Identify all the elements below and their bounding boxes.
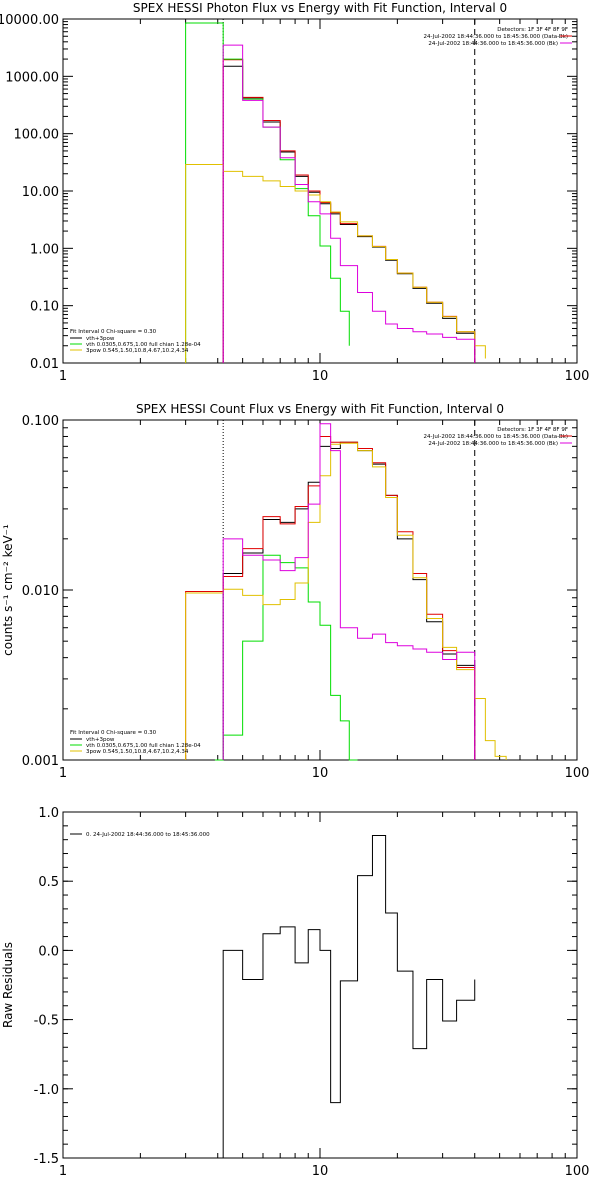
residuals-axes: 1 10 100 -1.5 -1.0 -0.5 0.0 0.5 1.0: [34, 806, 590, 1179]
y-tick-label: 100.00: [14, 128, 60, 143]
count-flux-series: [185, 423, 507, 761]
residuals-panel: Raw Residuals 1 10 100 -1.5 -1.0 -0.5 0.0 0.5 1.…: [1, 806, 589, 1179]
series-0.: [222, 835, 476, 1158]
detectors-label: Detectors: 1F 3F 4F 8F 9F: [497, 27, 568, 33]
y-tick-label: 1.0: [38, 806, 59, 821]
y-tick-label: 0.0: [38, 944, 59, 959]
series-curve-1: [185, 435, 476, 760]
fit-interval-label: Fit Interval 0 Chi-square = 0.30: [70, 329, 157, 335]
x-tick-label: 1: [59, 369, 67, 384]
x-tick-label: 1: [59, 766, 67, 781]
legend-vth-label: vth 0.0305,0.675,1.00 full chian 1.28e-0…: [86, 743, 201, 749]
residuals-plot-frame: [62, 811, 578, 1159]
bk-interval-label: 24-Jul-2002 18:44:36.000 to 18:45:36.000…: [428, 41, 558, 47]
series-curve-4: [222, 44, 476, 363]
residuals-legend: 0. 24-Jul-2002 18:44:36.000 to 18:45:36.…: [70, 832, 210, 838]
y-tick-label: 0.5: [38, 875, 59, 890]
residuals-series: [222, 835, 476, 1158]
photon-flux-annotation: Detectors: 1F 3F 4F 8F 9F 24-Jul-2002 18…: [424, 27, 572, 47]
count-flux-y-label: counts s⁻¹ cm⁻² keV⁻¹: [1, 524, 15, 656]
photon-flux-series: [185, 22, 486, 363]
series-vth: [214, 554, 358, 761]
x-tick-label: 10: [312, 369, 329, 384]
legend-3pow-label: 3pow 0.545,1.50,10.8,4.67,10.2,4.34: [86, 348, 189, 354]
y-tick-label: 10000.00: [0, 13, 59, 28]
photon-flux-panel: SPEX HESSI Photon Flux vs Energy with Fi…: [0, 1, 589, 384]
y-tick-label: -1.5: [34, 1152, 59, 1167]
photon-flux-legend: Fit Interval 0 Chi-square = 0.30 vth+3po…: [70, 329, 201, 354]
photon-flux-axes: 1 10 100 0.01 0.10 1.00 10.00 100.00 1000.00 1000…: [0, 13, 589, 384]
series-curve-0: [222, 441, 476, 760]
y-tick-label: 0.100: [22, 414, 59, 429]
series-curve-0: [222, 65, 476, 363]
residuals-legend-label: 0. 24-Jul-2002 18:44:36.000 to 18:45:36.…: [86, 832, 210, 838]
legend-3pow-label: 3pow 0.545,1.50,10.8,4.67,10.2,4.34: [86, 749, 189, 755]
x-tick-label: 10: [312, 766, 329, 781]
fit-interval-label: Fit Interval 0 Chi-square = 0.30: [70, 730, 157, 736]
y-tick-label: 10.00: [22, 185, 59, 200]
count-flux-legend: Fit Interval 0 Chi-square = 0.30 vth+3po…: [70, 730, 201, 755]
residuals-y-label: Raw Residuals: [1, 942, 15, 1028]
count-flux-annotation: Detectors: 1F 3F 4F 8F 9F 24-Jul-2002 18…: [424, 427, 572, 447]
series-vth: [185, 22, 350, 363]
series-curve-4: [222, 423, 476, 760]
count-flux-title: SPEX HESSI Count Flux vs Energy with Fit…: [136, 402, 504, 416]
y-tick-label: 0.10: [30, 300, 59, 315]
y-tick-label: -1.0: [34, 1083, 59, 1098]
data-bk-interval-label: 24-Jul-2002 18:44:36.000 to 18:45:36.000…: [424, 434, 569, 440]
y-tick-label: -0.5: [34, 1014, 59, 1029]
legend-total-label: vth+3pow: [86, 336, 115, 342]
x-tick-label: 10: [312, 1164, 329, 1179]
y-tick-label: 0.010: [22, 584, 59, 599]
legend-vth-label: vth 0.0305,0.675,1.00 full chian 1.28e-0…: [86, 342, 201, 348]
x-tick-label: 100: [565, 766, 590, 781]
photon-flux-title: SPEX HESSI Photon Flux vs Energy with Fi…: [133, 1, 507, 15]
detectors-label: Detectors: 1F 3F 4F 8F 9F: [497, 427, 568, 433]
x-tick-label: 1: [59, 1164, 67, 1179]
legend-total-label: vth+3pow: [86, 737, 115, 743]
bk-interval-label: 24-Jul-2002 18:44:36.000 to 18:45:36.000…: [428, 441, 558, 447]
y-tick-label: 0.001: [22, 754, 59, 769]
series-3pow: [185, 163, 486, 363]
count-flux-energy-markers: [222, 420, 476, 760]
data-bk-interval-label: 24-Jul-2002 18:44:36.000 to 18:45:36.000…: [424, 34, 569, 40]
y-tick-label: 1000.00: [5, 70, 59, 85]
x-tick-label: 100: [565, 1164, 590, 1179]
x-tick-label: 100: [565, 369, 590, 384]
y-tick-label: 0.01: [30, 357, 59, 372]
count-flux-axes: 1 10 100 0.001 0.010 0.100: [22, 414, 590, 781]
series-3pow: [185, 442, 507, 760]
count-flux-panel: SPEX HESSI Count Flux vs Energy with Fit…: [1, 402, 589, 781]
y-tick-label: 1.00: [30, 242, 59, 257]
